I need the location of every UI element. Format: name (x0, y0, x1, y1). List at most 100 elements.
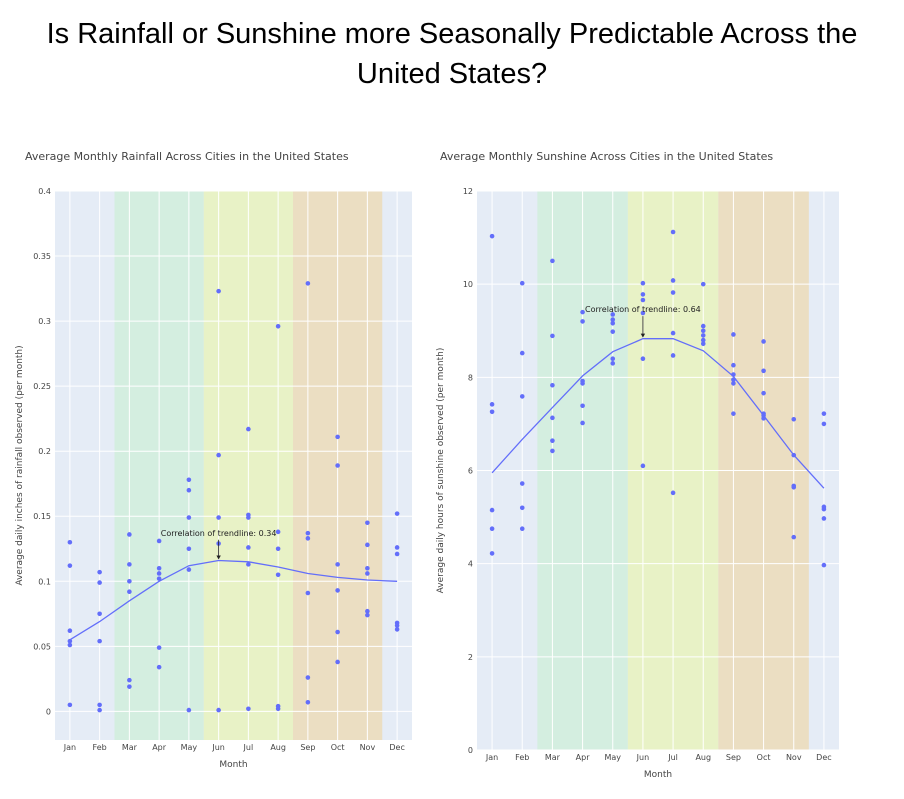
data-point (700, 341, 706, 347)
x-tick-label: Jul (667, 753, 678, 762)
data-point (580, 319, 585, 324)
data-point (670, 290, 676, 295)
data-point (700, 281, 706, 287)
data-point (186, 567, 192, 572)
data-point (580, 309, 585, 315)
data-point (67, 642, 73, 648)
data-point (275, 529, 281, 535)
data-point (156, 645, 162, 650)
data-point (67, 628, 73, 634)
data-point (580, 420, 585, 426)
data-point (519, 505, 525, 511)
data-point (550, 333, 555, 339)
data-point (335, 629, 340, 635)
data-point (394, 511, 400, 516)
data-point (156, 538, 162, 544)
y-tick-label: 8 (468, 373, 473, 382)
data-point (489, 233, 495, 239)
data-point (246, 562, 251, 567)
annotation-label: Correlation of trendline: 0.64 (585, 305, 701, 314)
data-point (305, 281, 311, 286)
data-point (216, 452, 221, 458)
x-tick-label: Apr (576, 753, 591, 762)
y-tick-label: 12 (463, 187, 473, 196)
data-point (700, 328, 706, 334)
data-point (67, 539, 73, 545)
y-tick-label: 0 (46, 707, 51, 716)
data-point (246, 545, 251, 550)
x-tick-label: Oct (757, 753, 771, 762)
data-point (97, 702, 102, 708)
data-point (550, 382, 555, 388)
data-point (216, 515, 221, 520)
x-axis-label: Month (219, 760, 247, 770)
chart-title: Average Monthly Sunshine Across Cities i… (440, 150, 773, 163)
data-point (156, 571, 162, 576)
data-point (731, 377, 736, 382)
x-tick-label: Dec (816, 753, 831, 762)
data-point (186, 487, 192, 493)
data-point (519, 394, 525, 399)
data-point (670, 330, 676, 336)
y-tick-label: 0 (468, 746, 473, 755)
data-point (670, 229, 676, 235)
data-point (670, 490, 676, 496)
data-point (275, 572, 281, 578)
data-point (335, 463, 340, 468)
x-tick-label: Apr (152, 743, 167, 752)
x-tick-label: Sep (726, 753, 741, 762)
x-tick-label: Feb (93, 743, 107, 752)
annotation-arrowhead (216, 555, 221, 560)
data-point (731, 362, 736, 368)
data-point (519, 481, 525, 486)
data-point (761, 339, 766, 344)
data-point (127, 562, 132, 567)
y-tick-label: 0.25 (33, 382, 51, 391)
annotation-label: Correlation of trendline: 0.34 (161, 529, 277, 538)
data-point (97, 580, 102, 585)
y-tick-label: 2 (468, 653, 473, 662)
data-point (365, 612, 370, 618)
data-point (761, 416, 766, 421)
data-point (791, 452, 797, 458)
data-point (305, 530, 311, 536)
data-point (761, 368, 766, 374)
data-point (365, 520, 370, 526)
data-point (580, 403, 585, 409)
data-point (519, 280, 525, 286)
data-point (640, 463, 646, 469)
data-point (246, 426, 251, 432)
data-point (791, 484, 797, 490)
x-tick-label: Oct (331, 743, 345, 752)
data-point (67, 563, 73, 568)
y-tick-label: 0.1 (38, 577, 51, 586)
data-point (97, 638, 102, 644)
x-tick-label: May (181, 743, 198, 752)
data-point (610, 356, 616, 362)
data-point (127, 578, 132, 584)
data-point (700, 333, 706, 338)
data-point (610, 320, 616, 326)
page-title: Is Rainfall or Sunshine more Seasonally … (0, 14, 904, 94)
data-point (761, 390, 766, 396)
rainfall-chart: 0 0.05 0.1 0.15 0.2 0.25 0.3 0.35 0.4 Jan Feb Mar Ap… (15, 150, 412, 770)
x-tick-label: Jan (485, 753, 498, 762)
data-point (335, 659, 340, 665)
data-point (821, 421, 827, 427)
data-point (246, 706, 251, 712)
data-point (186, 515, 192, 520)
annotation-arrowhead (640, 333, 646, 338)
data-point (670, 278, 676, 283)
data-point (365, 565, 370, 571)
x-tick-label: Feb (515, 753, 529, 762)
x-tick-label: Aug (270, 743, 286, 752)
y-tick-label: 10 (463, 280, 473, 289)
data-point (610, 317, 616, 322)
data-point (640, 292, 646, 297)
data-point (731, 332, 736, 337)
x-tick-label: Mar (122, 743, 138, 752)
data-point (305, 699, 311, 705)
data-point (335, 434, 340, 440)
x-tick-label: Sep (300, 743, 315, 752)
data-point (731, 381, 736, 386)
